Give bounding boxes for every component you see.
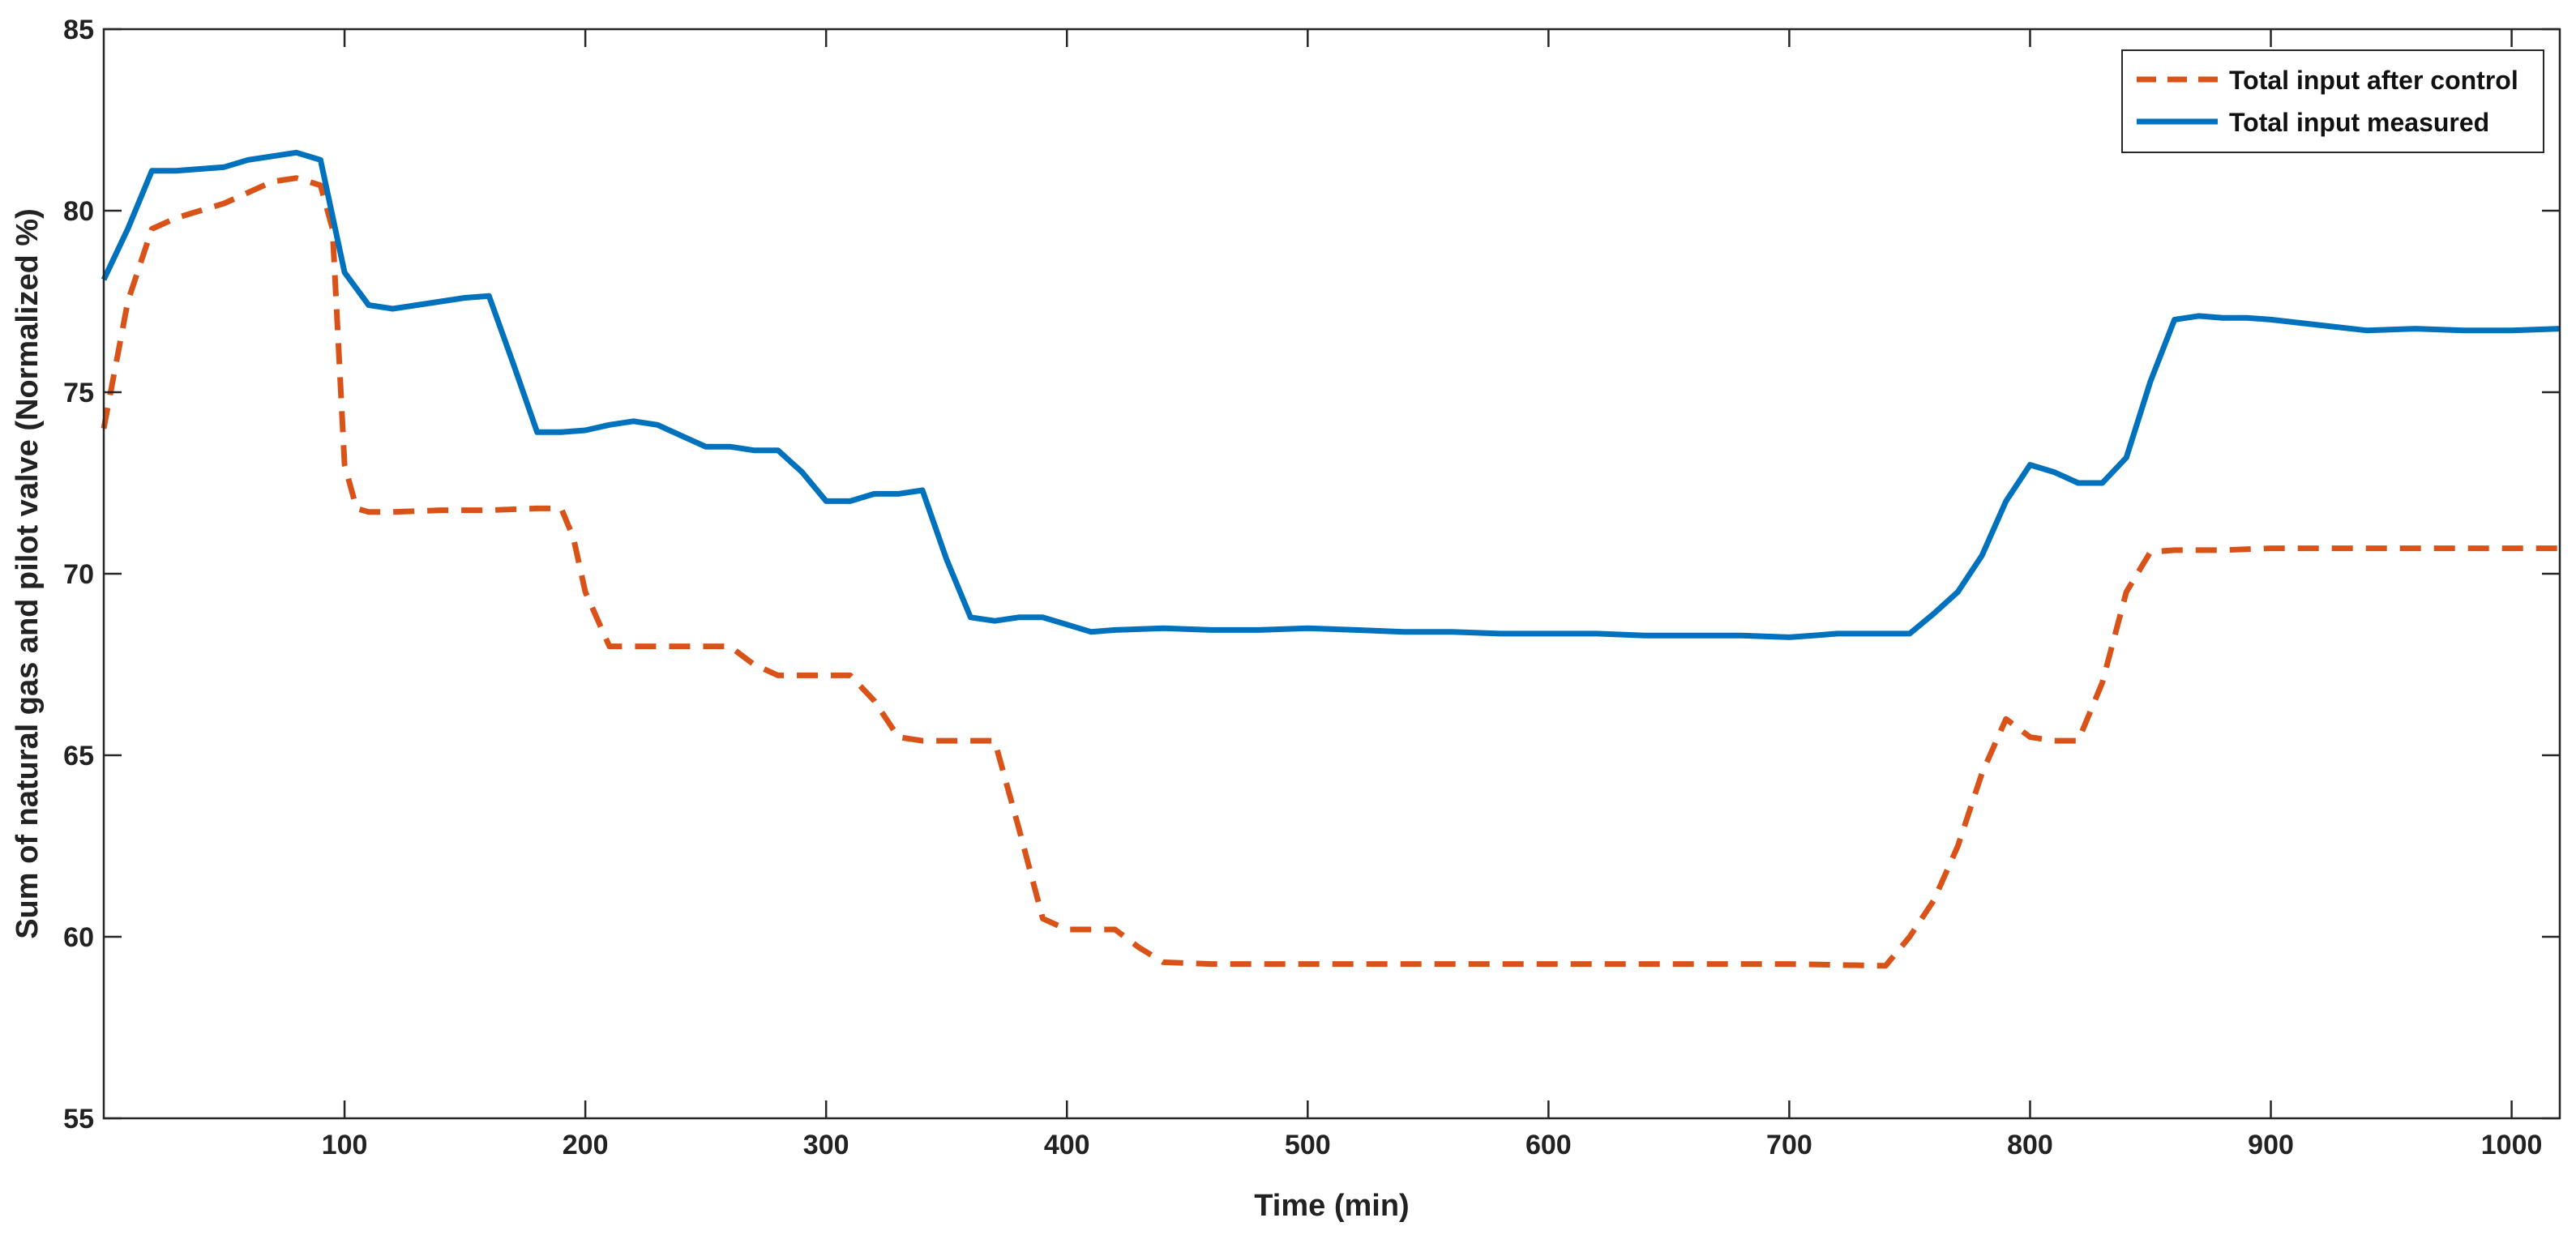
x-tick-label: 600 <box>1525 1130 1572 1160</box>
y-tick-label: 55 <box>63 1104 94 1135</box>
legend-label-total-input-after-control: Total input after control <box>2229 66 2518 95</box>
y-tick-label: 75 <box>63 378 94 408</box>
series-line-total-input-after-control <box>101 175 2560 969</box>
x-tick-label: 800 <box>2007 1130 2053 1160</box>
x-axis-title: Time (min) <box>1254 1189 1409 1223</box>
legend-box <box>2121 49 2544 153</box>
x-tick-label: 400 <box>1044 1130 1090 1160</box>
y-tick-label: 65 <box>63 741 94 771</box>
legend: Total input after control Total input me… <box>2121 49 2544 153</box>
x-tick-label: 300 <box>803 1130 849 1160</box>
series-layer <box>101 149 2561 969</box>
x-tick-label: 1000 <box>2481 1130 2543 1160</box>
tick-layer: 100 200 300 400 500 600 700 800 900 1000 55 60 65 70 7… <box>63 15 2560 1160</box>
y-tick-label: 80 <box>63 196 94 227</box>
x-tick-label: 200 <box>563 1130 609 1160</box>
y-tick-label: 85 <box>63 15 94 45</box>
plot-area <box>104 29 2560 1118</box>
x-tick-label: 900 <box>2248 1130 2294 1160</box>
series-line-total-input-measured <box>101 149 2561 640</box>
y-axis-title: Sum of natural gas and pilot valve (Norm… <box>11 208 45 939</box>
x-tick-label: 100 <box>322 1130 368 1160</box>
legend-label-total-input-measured: Total input measured <box>2229 108 2489 137</box>
x-tick-label: 700 <box>1766 1130 1812 1160</box>
y-tick-label: 70 <box>63 559 94 590</box>
y-tick-label: 60 <box>63 922 94 953</box>
x-tick-label: 500 <box>1285 1130 1331 1160</box>
